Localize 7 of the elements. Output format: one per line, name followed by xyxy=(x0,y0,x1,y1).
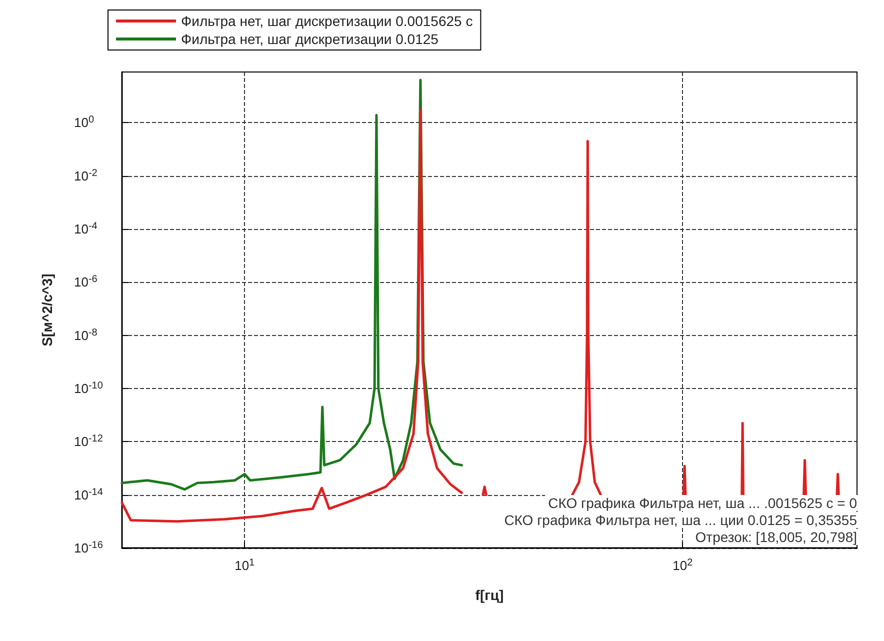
x-axis-title: f[гц] xyxy=(475,587,504,603)
annotation: СКО графика Фильтра нет, ша ... .0015625 с = 0 xyxy=(548,495,858,511)
legend-label: Фильтра нет, шаг дискретизации 0.0015625 с xyxy=(181,13,473,29)
annotation: СКО графика Фильтра нет, ша ... ции 0.0125 = 0,35355 xyxy=(504,512,858,528)
annotation: Отрезок: [18,005, 20,798] xyxy=(695,529,857,545)
legend-label: Фильтра нет, шаг дискретизации 0.0125 xyxy=(181,31,439,47)
y-axis-title: S[м^2/с^3] xyxy=(39,274,55,346)
